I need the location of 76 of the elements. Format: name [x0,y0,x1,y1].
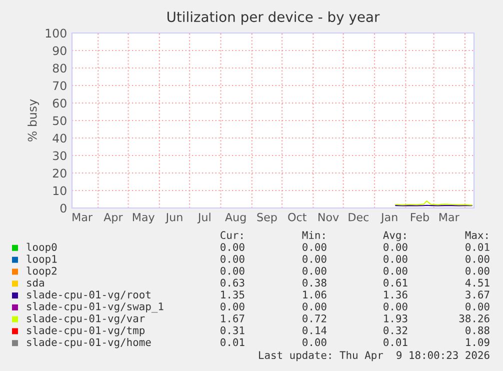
text: 0.00 [302,338,326,346]
y-tick-label: 30 [53,151,66,160]
x-tick-label: Apr [104,213,123,224]
text: Cur: [220,231,242,240]
text: 1.09 [466,338,490,346]
text: 0.38 [302,278,326,287]
y-tick-label: 60 [52,98,66,108]
text: 0.00 [220,302,244,310]
text: 0.61 [384,278,408,287]
text: 1.67 [221,314,244,322]
text: 0.00 [220,254,244,263]
text: 0.00 [466,254,490,263]
text: 3.67 [466,290,490,299]
y-tick-label: 70 [53,81,66,90]
text: 0.00 [220,266,244,275]
text: 0.00 [302,302,326,310]
text: 0.01 [220,338,244,346]
text: 0.72 [302,314,326,322]
legend-label: loop0 [26,242,57,253]
x-tick-label: Mar [72,213,93,222]
text: Min: [302,230,324,239]
x-tick-label: Jun [165,213,182,224]
legend-label: slade-cpu-01-vg/var [27,314,145,324]
text: Max: [465,231,488,240]
legend-label: loop1 [26,254,57,265]
x-tick-label: Dec [348,213,368,222]
y-tick-label: 90 [52,46,66,56]
legend-label: slade-cpu-01-vg/swap_1 [27,302,164,313]
x-tick-label: Jan [380,213,398,224]
y-tick-label: 40 [52,134,66,143]
x-tick-label: Oct [288,212,306,222]
text: 0.01 [466,243,490,251]
text: 0.63 [220,278,244,287]
text: 1.06 [303,290,326,299]
chart-title: Utilization per device - by year [168,11,380,25]
x-tick-label: Jul [197,212,210,224]
text: 0.00 [466,302,490,310]
legend-label: sda [27,278,44,287]
x-tick-label: Feb [410,212,429,222]
y-tick-label: 20 [52,168,66,178]
x-tick-label: Mar [439,213,460,222]
y-axis-title: % busy [28,99,40,142]
text: 1.93 [384,314,408,322]
text: 0.00 [466,266,490,275]
y-tick-label: 10 [53,186,66,196]
legend-label: slade-cpu-01-vg/root [27,290,150,301]
text: 0.32 [384,326,408,334]
text: Avg: [383,231,406,242]
legend-label: slade-cpu-01-vg/home [27,338,151,348]
legend-label: loop2 [26,266,56,277]
text: 0.00 [384,243,408,251]
x-tick-label: Sep [257,212,277,224]
text: 0.88 [466,326,490,334]
y-tick-label: 80 [52,64,66,73]
text: 0.00 [384,266,408,275]
text: 0.00 [384,254,408,263]
text: 0.00 [302,254,326,263]
text: 38.26 [459,314,490,322]
text: 1.35 [221,290,244,299]
text: 0.00 [302,243,326,251]
text: 0.00 [220,243,244,251]
text: 1.36 [384,290,408,299]
legend-label: slade-cpu-01-vg/tmp [27,326,145,336]
text: 0.31 [220,326,244,334]
text: 0.01 [384,338,408,346]
text: 0.00 [384,302,408,310]
y-tick-label: 100 [46,28,66,38]
y-tick-label: 50 [53,116,66,126]
text: Last update: Thu Apr 9 18:00:23 2026 [259,350,490,362]
x-tick-label: Aug [225,213,246,224]
text: 0.14 [302,326,327,334]
text: 4.51 [465,278,490,287]
y-tick-label: 0 [60,204,66,213]
x-tick-label: Nov [318,213,339,222]
x-tick-label: May [132,213,155,224]
text: 0.00 [302,266,326,275]
